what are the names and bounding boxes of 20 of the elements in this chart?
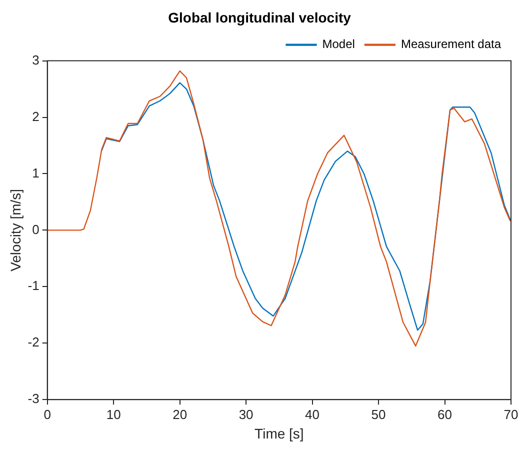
x-tick-label: 10 — [106, 406, 121, 422]
x-tick-label: 50 — [371, 406, 386, 422]
legend-label: Model — [322, 37, 355, 52]
x-tick-label: 20 — [172, 406, 188, 422]
y-tick-label: -1 — [28, 278, 40, 294]
y-tick-label: 2 — [32, 108, 40, 124]
x-tick-label: 60 — [438, 406, 452, 422]
y-tick-label: 1 — [32, 165, 40, 180]
y-tick-label: -3 — [28, 391, 40, 406]
x-tick-label: 0 — [44, 406, 51, 422]
y-tick-label: 3 — [32, 52, 40, 68]
x-tick-label: 40 — [305, 406, 320, 422]
legend-label: Measurement data — [400, 37, 502, 52]
x-tick-label: 30 — [238, 406, 254, 422]
chart-title: Global longitudinal velocity — [168, 9, 352, 26]
y-axis-title: Velocity [m/s] — [7, 188, 24, 272]
x-tick-label: 70 — [504, 406, 518, 422]
y-tick-label: 0 — [32, 222, 40, 237]
y-tick-label: -2 — [28, 334, 40, 350]
x-axis-title: Time [s] — [254, 425, 304, 442]
